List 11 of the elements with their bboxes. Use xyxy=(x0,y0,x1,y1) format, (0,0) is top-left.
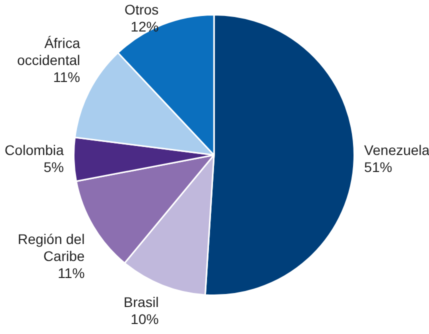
slice-label: Colombia xyxy=(4,142,64,158)
data-label: 10% xyxy=(130,311,159,328)
data-label: 11% xyxy=(53,69,80,86)
data-label: 51% xyxy=(364,159,392,176)
slice-label: Brasil xyxy=(124,294,159,310)
slice-label: África occidental xyxy=(17,35,80,68)
slice-label: Otros xyxy=(124,1,159,18)
data-label: 12% xyxy=(130,18,159,34)
slice-label: Región del Caribe xyxy=(18,230,85,264)
data-label: 5% xyxy=(44,159,64,176)
data-label: 11% xyxy=(58,264,85,281)
